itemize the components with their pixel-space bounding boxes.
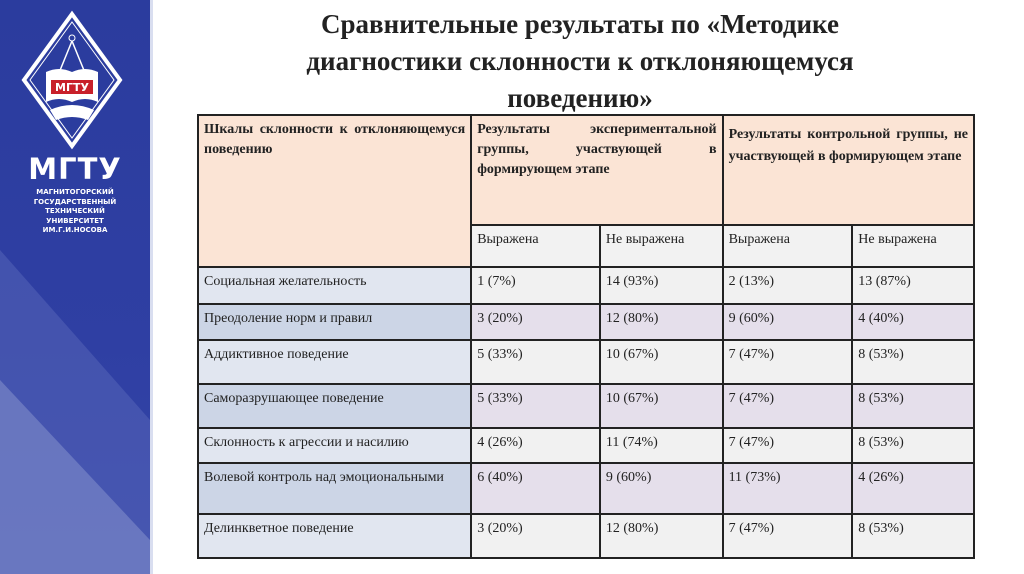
value-cell: 4 (40%) [851, 303, 975, 341]
value-cell: 8 (53%) [851, 513, 975, 559]
row-label: Склонность к агрессии и насилию [196, 427, 473, 464]
sidebar-diagonal-decoration [0, 250, 150, 574]
value-cell: 9 (60%) [598, 462, 724, 515]
value-cell: 2 (13%) [721, 266, 854, 305]
subheader-cell: Не выражена [598, 224, 724, 268]
header-scales: Шкалы склонности к отклоняющемуся поведе… [196, 114, 473, 268]
value-cell: 9 (60%) [721, 303, 854, 341]
value-cell: 12 (80%) [598, 513, 724, 559]
value-cell: 8 (53%) [851, 339, 975, 385]
brand-full-name: МАГНИТОГОРСКИЙ ГОСУДАРСТВЕННЫЙ ТЕХНИЧЕСК… [0, 188, 150, 236]
value-cell: 8 (53%) [851, 427, 975, 464]
value-cell: 3 (20%) [470, 303, 601, 341]
university-emblem-icon: МГТУ [21, 10, 123, 150]
subheader-cell: Не выражена [851, 224, 975, 268]
value-cell: 7 (47%) [721, 513, 854, 559]
value-cell: 7 (47%) [721, 427, 854, 464]
row-label: Социальная желательность [196, 266, 473, 305]
row-label: Аддиктивное поведение [196, 339, 473, 385]
value-cell: 11 (74%) [598, 427, 724, 464]
header-control: Результаты контрольной группы, не участв… [721, 114, 976, 226]
slide-title: Сравнительные результаты по «Методике ди… [190, 6, 970, 117]
title-line: диагностики склонности к отклоняющемуся [306, 46, 854, 76]
value-cell: 13 (87%) [851, 266, 975, 305]
brand-line: ГОСУДАРСТВЕННЫЙ [33, 197, 117, 206]
value-cell: 10 (67%) [598, 383, 724, 429]
value-cell: 4 (26%) [470, 427, 601, 464]
value-cell: 14 (93%) [598, 266, 724, 305]
row-label: Саморазрушающее поведение [196, 383, 473, 429]
brand-line: ИМ.Г.И.НОСОВА [42, 226, 108, 234]
value-cell: 7 (47%) [721, 339, 854, 385]
table-row: Преодоление норм и правил 3 (20%) 12 (80%)… [196, 303, 975, 341]
table-row: Аддиктивное поведение 5 (33%) 10 (67%) 7 (4… [196, 339, 975, 385]
table-row: Делинкветное поведение 3 (20%) 12 (80%) 7 (… [196, 513, 975, 559]
brand-line: МАГНИТОГОРСКИЙ [36, 188, 114, 196]
results-table: Шкалы склонности к отклоняющемуся поведе… [196, 114, 976, 559]
value-cell: 3 (20%) [470, 513, 601, 559]
table-row: Саморазрушающее поведение 5 (33%) 10 (67%)… [196, 383, 975, 429]
brand-line: ТЕХНИЧЕСКИЙ [45, 207, 105, 215]
subheader-cell: Выражена [470, 224, 601, 268]
table-row: Склонность к агрессии и насилию 4 (26%) 11… [196, 427, 975, 464]
sidebar-edge [150, 0, 153, 574]
sidebar: МГТУ МГТУ МАГНИТОГОРСКИЙ ГОСУДАРСТВЕННЫЙ… [0, 0, 150, 574]
value-cell: 12 (80%) [598, 303, 724, 341]
row-label: Волевой контроль над эмоциональными [196, 462, 473, 515]
table-row: Волевой контроль над эмоциональными 6 (40… [196, 462, 975, 515]
table-row: Социальная желательность 1 (7%) 14 (93%) 2 … [196, 266, 975, 305]
emblem-text: МГТУ [55, 81, 89, 94]
subheader-cell: Выражена [721, 224, 854, 268]
row-label: Делинкветное поведение [196, 513, 473, 559]
header-experimental: Результаты экспериментальной группы, уча… [470, 114, 724, 226]
title-line: Сравнительные результаты по «Методике [321, 9, 839, 39]
value-cell: 10 (67%) [598, 339, 724, 385]
value-cell: 1 (7%) [470, 266, 601, 305]
value-cell: 5 (33%) [470, 383, 601, 429]
value-cell: 5 (33%) [470, 339, 601, 385]
value-cell: 7 (47%) [721, 383, 854, 429]
brand-line: УНИВЕРСИТЕТ [46, 216, 104, 225]
brand-name: МГТУ [28, 152, 122, 186]
title-line: поведению» [507, 83, 653, 113]
value-cell: 8 (53%) [851, 383, 975, 429]
value-cell: 11 (73%) [721, 462, 854, 515]
row-label: Преодоление норм и правил [196, 303, 473, 341]
value-cell: 6 (40%) [470, 462, 601, 515]
value-cell: 4 (26%) [851, 462, 975, 515]
